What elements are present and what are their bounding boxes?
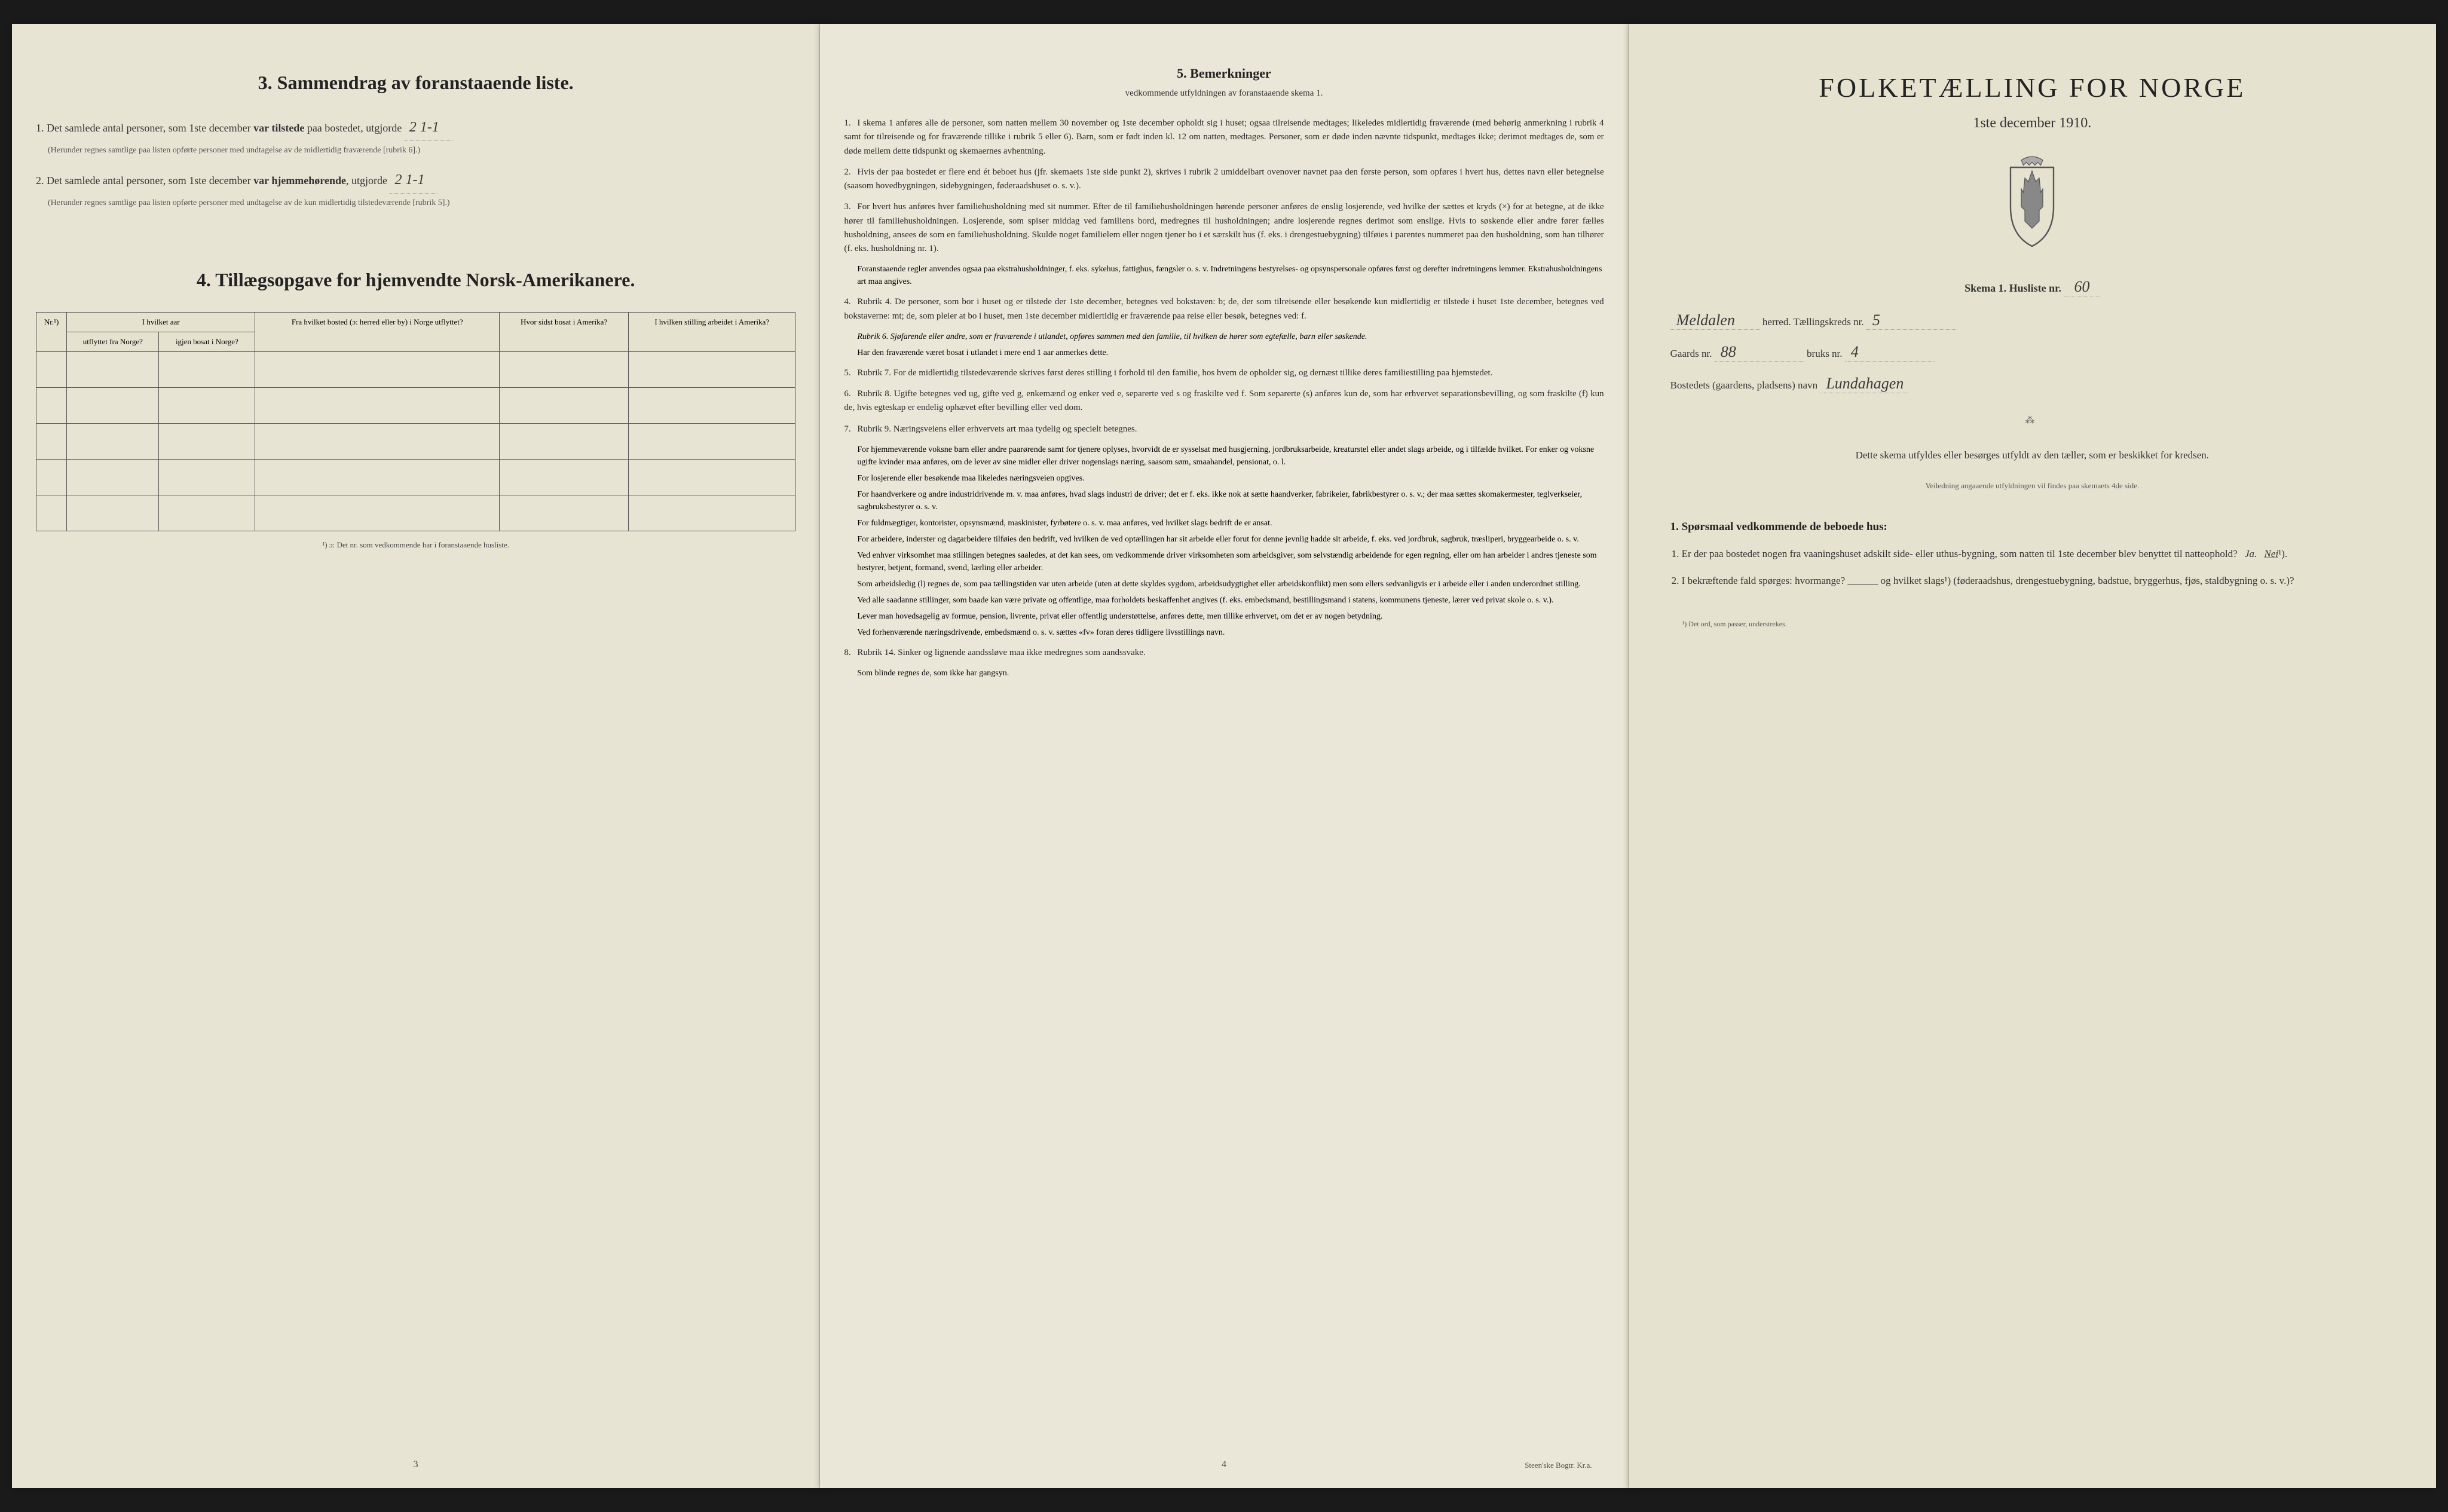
q1-nei: Nei [2264, 548, 2278, 559]
remark-7: 7.Rubrik 9. Næringsveiens eller erhverve… [844, 423, 1604, 436]
r7e-text: For fuldmægtiger, kontorister, opsynsmæn… [857, 517, 1604, 529]
item1-value: 2 1-1 [405, 115, 452, 141]
r7d-text: For haandverkere og andre industridriven… [857, 488, 1604, 513]
r2-text: Hvis der paa bostedet er flere end ét be… [844, 167, 1604, 191]
coat-of-arms-icon [1653, 155, 2412, 254]
footnote: ¹) Det ord, som passer, understrekes. [1682, 620, 2382, 629]
page-number-3: 3 [414, 1459, 418, 1470]
r4-text: Rubrik 4. De personer, som bor i huset o… [844, 297, 1604, 320]
item1-bold: var tilstede [251, 122, 307, 134]
bosted-line: Bostedets (gaardens, pladsens) navn Lund… [1670, 375, 2394, 393]
r7j-text: Lever man hovedsagelig av formue, pensio… [857, 610, 1604, 623]
item1: 1. Det samlede antal personer, som 1ste … [36, 115, 795, 157]
r7c-text: For losjerende eller besøkende maa likel… [857, 472, 1604, 485]
page-number-4: 4 [1222, 1459, 1226, 1470]
remark-1: 1.I skema 1 anføres alle de personer, so… [844, 117, 1604, 158]
r1-text: I skema 1 anføres alle de personer, som … [844, 118, 1604, 156]
r7g-text: Ved enhver virksomhet maa stillingen bet… [857, 549, 1604, 574]
remark-4: 4.Rubrik 4. De personer, som bor i huset… [844, 295, 1604, 323]
q1-text: 1. Er der paa bostedet nogen fra vaaning… [1672, 548, 2238, 559]
question-2: 2. I bekræftende fald spørges: hvormange… [1688, 573, 2382, 590]
r3-text: For hvert hus anføres hver familiehushol… [844, 202, 1604, 253]
item1-note: (Herunder regnes samtlige paa listen opf… [48, 144, 795, 157]
census-document: 3. Sammendrag av foranstaaende liste. 1.… [12, 24, 2436, 1488]
item1-text-b: paa bostedet, utgjorde [307, 122, 402, 134]
remark-6: 6.Rubrik 8. Ugifte betegnes ved ug, gift… [844, 387, 1604, 415]
section3-title: 3. Sammendrag av foranstaaende liste. [36, 72, 795, 94]
r7f-text: For arbeidere, inderster og dagarbeidere… [857, 533, 1604, 546]
herred-line: Meldalen herred. Tællingskreds nr. 5 [1670, 311, 2394, 330]
q1-ja: Ja. [2245, 548, 2257, 559]
item2-bold: var hjemmehørende [251, 175, 346, 186]
table-row [36, 424, 795, 460]
remark-2: 2.Hvis der paa bostedet er flere end ét … [844, 166, 1604, 194]
page-left: 3. Sammendrag av foranstaaende liste. 1.… [12, 24, 820, 1488]
th-hvor: Hvor sidst bosat i Amerika? [500, 313, 629, 352]
remarks-subtitle: vedkommende utfyldningen av foranstaaend… [844, 88, 1604, 99]
item2-value: 2 1-1 [390, 167, 437, 194]
skema-label: Skema 1. Husliste nr. [1964, 282, 2061, 294]
table-row [36, 495, 795, 531]
r7b-text: For hjemmeværende voksne barn eller andr… [857, 443, 1604, 469]
remark-8: 8.Rubrik 14. Sinker og lignende aandsslø… [844, 646, 1604, 660]
th-nr: Nr.¹) [36, 313, 67, 352]
census-date: 1ste december 1910. [1653, 115, 2412, 131]
th-fra: Fra hvilket bosted (ɔ: herred eller by) … [255, 313, 500, 352]
item1-text-a: 1. Det samlede antal personer, som 1ste … [36, 122, 251, 134]
emigrant-table: Nr.¹) I hvilket aar Fra hvilket bosted (… [36, 312, 795, 531]
remarks-title: 5. Bemerkninger [844, 66, 1604, 81]
item2: 2. Det samlede antal personer, som 1ste … [36, 167, 795, 209]
bruks-nr: 4 [1845, 343, 1935, 362]
table-footnote: ¹) ɔ: Det nr. som vedkommende har i fora… [36, 540, 795, 550]
section4-title: 4. Tillægsopgave for hjemvendte Norsk-Am… [36, 269, 795, 291]
r7h-text: Som arbeidsledig (l) regnes de, som paa … [857, 578, 1604, 590]
table-row [36, 352, 795, 388]
th-stilling: I hvilken stilling arbeidet i Amerika? [629, 313, 795, 352]
r8-text: Rubrik 14. Sinker og lignende aandssløve… [857, 648, 1145, 657]
gaards-label: Gaards nr. [1670, 348, 1712, 359]
remark-5: 5.Rubrik 7. For de midlertidig tilstedev… [844, 366, 1604, 380]
question-heading: 1. Spørsmaal vedkommende de beboede hus: [1670, 521, 2394, 534]
bruks-label: bruks nr. [1807, 348, 1843, 359]
bosted-value: Lundahagen [1820, 375, 1910, 393]
gaards-line: Gaards nr. 88 bruks nr. 4 [1670, 343, 2394, 362]
th-year: I hvilket aar [67, 313, 255, 332]
th-utflyttet: utflyttet fra Norge? [67, 332, 159, 352]
bosted-label: Bostedets (gaardens, pladsens) navn [1670, 379, 1817, 391]
item2-text-b: , utgjorde [346, 175, 387, 186]
r7k-text: Ved forhenværende næringsdrivende, embed… [857, 626, 1604, 639]
r8b-text: Som blinde regnes de, som ikke har gangs… [857, 667, 1604, 680]
divider-icon: ⁂ [1653, 414, 2412, 426]
printer-credit: Steen'ske Bogtr. Kr.a. [1525, 1461, 1592, 1470]
r7i-text: Ved alle saadanne stillinger, som baade … [857, 594, 1604, 607]
q1-sup: ¹). [2278, 548, 2287, 559]
gaards-nr: 88 [1715, 343, 1804, 362]
r4b-text: Rubrik 6. Sjøfarende eller andre, som er… [857, 330, 1604, 343]
question-1: 1. Er der paa bostedet nogen fra vaaning… [1688, 546, 2382, 563]
item2-text-a: 2. Det samlede antal personer, som 1ste … [36, 175, 251, 186]
page-middle: 5. Bemerkninger vedkommende utfyldningen… [820, 24, 1628, 1488]
r6-text: Rubrik 8. Ugifte betegnes ved ug, gifte … [844, 389, 1604, 412]
r3b-text: Foranstaaende regler anvendes ogsaa paa … [857, 263, 1604, 288]
instruction: Dette skema utfyldes eller besørges utfy… [1682, 447, 2382, 463]
table-row [36, 388, 795, 424]
kreds-nr: 5 [1866, 311, 1956, 330]
herred-label: herred. Tællingskreds nr. [1762, 316, 1864, 328]
table-row [36, 460, 795, 495]
r4c-text: Har den fraværende været bosat i utlande… [857, 347, 1604, 359]
th-igjen: igjen bosat i Norge? [159, 332, 255, 352]
q2-text: 2. I bekræftende fald spørges: hvormange… [1672, 575, 2294, 586]
remark-3: 3.For hvert hus anføres hver familiehush… [844, 200, 1604, 256]
instruction-small: Veiledning angaaende utfyldningen vil fi… [1682, 481, 2382, 491]
skema-line: Skema 1. Husliste nr. 60 [1653, 278, 2412, 296]
page-right: FOLKETÆLLING FOR NORGE 1ste december 191… [1629, 24, 2436, 1488]
herred-value: Meldalen [1670, 311, 1760, 330]
r7-text: Rubrik 9. Næringsveiens eller erhvervets… [857, 424, 1137, 434]
husliste-nr: 60 [2064, 278, 2100, 296]
census-title: FOLKETÆLLING FOR NORGE [1653, 72, 2412, 103]
item2-note: (Herunder regnes samtlige paa listen opf… [48, 197, 795, 209]
r5-text: Rubrik 7. For de midlertidig tilstedevær… [857, 368, 1492, 378]
